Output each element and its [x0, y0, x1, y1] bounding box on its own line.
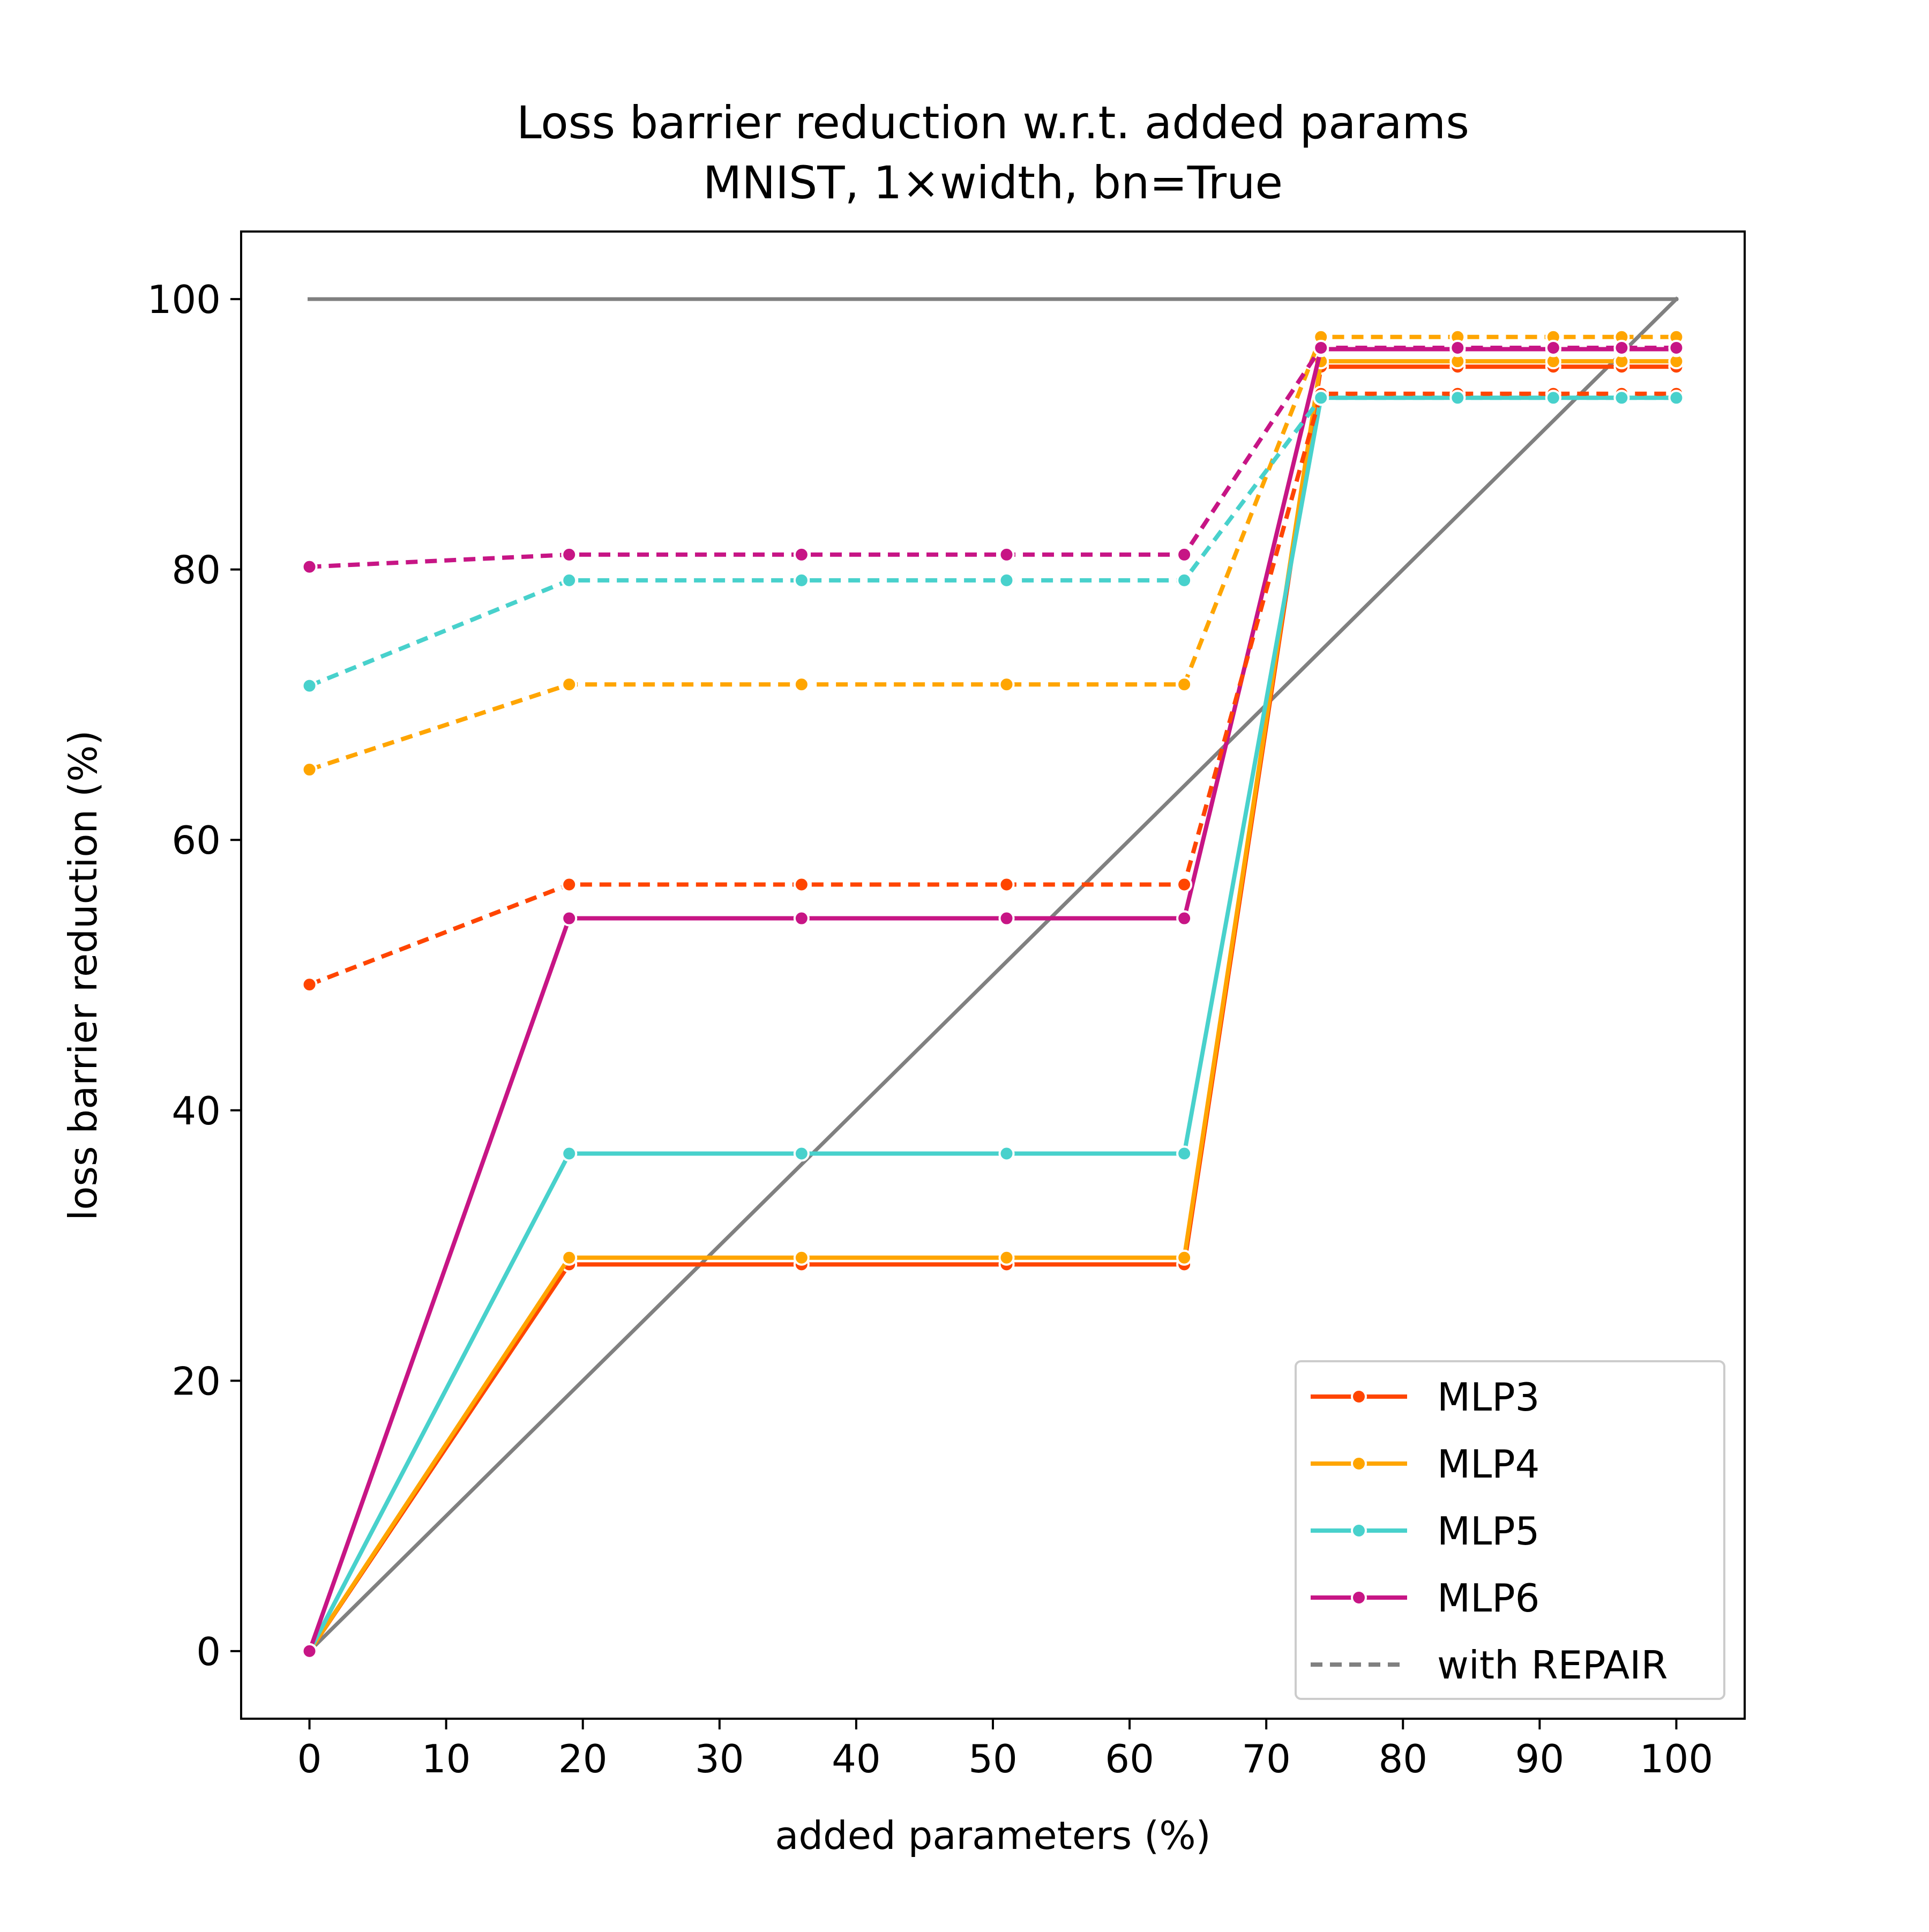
series-7-point-4	[998, 572, 1015, 588]
series-4-point-2	[561, 910, 578, 927]
x-tick-label: 30	[695, 1736, 744, 1781]
series-7-point-3	[793, 572, 810, 588]
legend-item-1: MLP3	[1311, 1375, 1539, 1420]
series-2-point-2	[561, 1249, 578, 1266]
series-7-point-1	[301, 677, 318, 694]
reference-lines	[306, 296, 1679, 1654]
series-8-point-4	[998, 546, 1015, 563]
series-2-point-5	[1176, 1249, 1193, 1266]
chart-title-line-2: MNIST, 1×width, bn=True	[703, 156, 1283, 209]
series-8	[301, 339, 1685, 575]
series-3-point-4	[998, 1145, 1015, 1162]
series-8-point-1	[301, 558, 318, 575]
data-series	[301, 329, 1685, 1659]
y-tick-label: 60	[171, 818, 221, 863]
series-7-point-9	[1613, 390, 1630, 406]
legend-marker	[1351, 1523, 1367, 1539]
series-3-point-3	[793, 1145, 810, 1162]
y-axis-label: loss barrier reduction (%)	[61, 730, 106, 1220]
series-7-point-5	[1176, 572, 1193, 588]
legend-item-2: MLP4	[1311, 1442, 1539, 1487]
series-5-point-3	[793, 876, 810, 893]
series-line-8	[309, 345, 1677, 569]
series-8-point-10	[1668, 339, 1685, 356]
legend-item-4: MLP6	[1311, 1576, 1539, 1621]
legend-label: with REPAIR	[1437, 1643, 1668, 1688]
series-4-point-1	[301, 1643, 318, 1659]
series-4-point-3	[793, 910, 810, 927]
y-tick-label: 0	[196, 1629, 221, 1674]
y-tick-label: 100	[147, 277, 221, 322]
series-8-point-6	[1313, 339, 1329, 356]
x-tick-label: 0	[297, 1736, 322, 1781]
legend-marker	[1351, 1456, 1367, 1472]
series-3-point-5	[1176, 1145, 1193, 1162]
series-6-point-1	[301, 762, 318, 778]
series-2	[301, 353, 1685, 1659]
series-line-2	[308, 359, 1677, 1653]
series-7-point-6	[1313, 390, 1329, 406]
legend-label: MLP4	[1437, 1442, 1539, 1487]
legend-item-3: MLP5	[1311, 1509, 1539, 1554]
series-8-point-9	[1613, 339, 1630, 356]
x-tick-label: 20	[558, 1736, 608, 1781]
y-tick-label: 20	[171, 1359, 221, 1404]
series-6-point-5	[1176, 676, 1193, 693]
legend-label: MLP6	[1437, 1576, 1539, 1621]
y-tick-label: 80	[171, 548, 221, 593]
series-8-point-3	[793, 546, 810, 563]
series-7-point-7	[1449, 390, 1466, 406]
series-2-point-4	[998, 1249, 1015, 1266]
series-8-point-7	[1449, 339, 1466, 356]
x-axis-ticks: 0 10 20 30 40 50 60 70 80 90 100	[297, 1719, 1713, 1781]
series-5	[301, 385, 1685, 993]
series-3-point-2	[561, 1145, 578, 1162]
x-tick-label: 40	[832, 1736, 881, 1781]
series-7-point-8	[1545, 390, 1561, 406]
series-2-point-3	[793, 1249, 810, 1266]
legend: MLP3 MLP4 MLP5 MLP6 with REPAIR	[1295, 1360, 1725, 1700]
chart-title-line-1: Loss barrier reduction w.r.t. added para…	[517, 96, 1469, 149]
series-6-point-3	[793, 676, 810, 693]
x-axis-label: added parameters (%)	[775, 1813, 1211, 1858]
series-7-point-2	[561, 572, 578, 588]
series-5-point-1	[301, 976, 318, 993]
series-4-point-4	[998, 910, 1015, 927]
series-5-point-2	[561, 876, 578, 893]
x-tick-label: 50	[968, 1736, 1018, 1781]
series-7	[301, 390, 1685, 694]
x-tick-label: 60	[1105, 1736, 1154, 1781]
legend-item-5: with REPAIR	[1311, 1643, 1668, 1688]
x-tick-label: 10	[422, 1736, 471, 1781]
legend-frame	[1295, 1360, 1725, 1700]
x-tick-label: 80	[1378, 1736, 1427, 1781]
y-tick-label: 40	[171, 1088, 221, 1133]
series-8-point-5	[1176, 546, 1193, 563]
legend-marker	[1351, 1590, 1367, 1606]
legend-label: MLP3	[1437, 1375, 1539, 1420]
x-tick-label: 70	[1242, 1736, 1291, 1781]
x-tick-label: 90	[1515, 1736, 1565, 1781]
series-6-point-2	[561, 676, 578, 693]
series-5-point-5	[1176, 876, 1193, 893]
legend-marker	[1351, 1389, 1367, 1405]
series-5-point-4	[998, 876, 1015, 893]
x-tick-label: 100	[1640, 1736, 1713, 1781]
series-4-point-5	[1176, 910, 1193, 927]
y-axis-ticks: 0 20 40 60 80 100	[147, 277, 241, 1674]
series-line-5	[309, 391, 1677, 987]
series-line-7	[309, 396, 1677, 688]
series-8-point-2	[561, 546, 578, 563]
series-line-6	[309, 334, 1677, 772]
series-8-point-8	[1545, 339, 1561, 356]
legend-label: MLP5	[1437, 1509, 1539, 1554]
series-6-point-4	[998, 676, 1015, 693]
reference-line-2	[306, 296, 1679, 1654]
chart-title: Loss barrier reduction w.r.t. added para…	[517, 96, 1469, 209]
series-7-point-10	[1668, 390, 1685, 406]
